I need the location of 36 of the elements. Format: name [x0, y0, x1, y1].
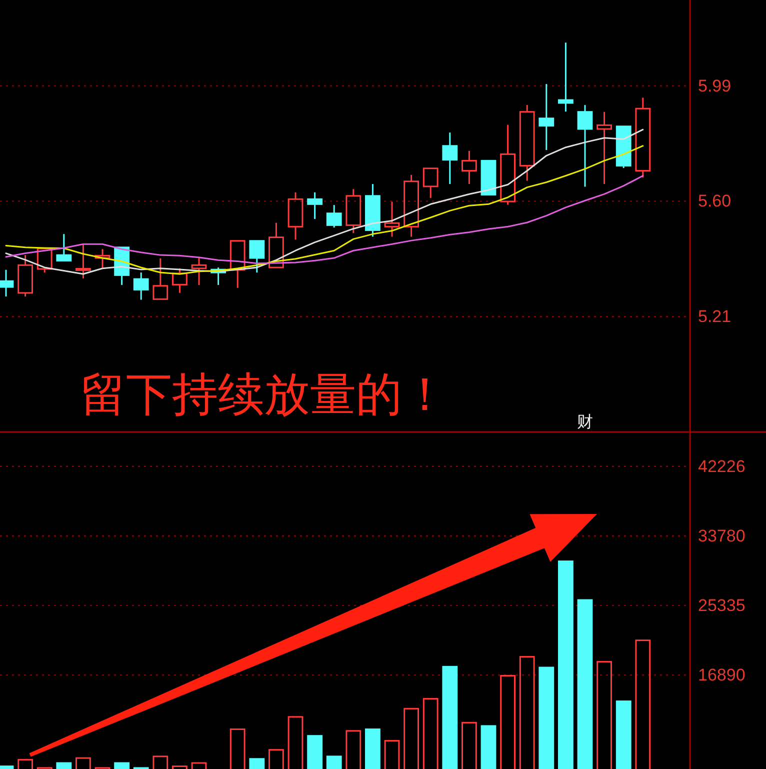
candlestick	[94, 248, 110, 268]
candlestick	[191, 256, 207, 286]
annotation: 财	[577, 412, 593, 431]
candlestick	[577, 104, 593, 188]
candlestick	[133, 272, 149, 300]
y-tick-label: 25335	[698, 596, 746, 615]
y-tick-label: 33780	[698, 526, 746, 546]
candlestick	[230, 240, 246, 289]
annotation: 留下持续放量的！	[80, 367, 448, 421]
candlestick	[249, 240, 265, 274]
candlestick	[442, 132, 458, 185]
candlestick	[18, 254, 33, 298]
candlestick	[307, 192, 322, 220]
candlestick	[462, 150, 477, 185]
candlestick	[596, 111, 612, 185]
candlestick	[538, 83, 554, 151]
candlestick	[404, 174, 419, 238]
y-tick-label: 16890	[698, 665, 746, 684]
y-tick-label: 5.21	[698, 307, 732, 326]
candlestick	[76, 244, 91, 280]
y-tick-label: 5.99	[698, 76, 732, 96]
candlestick	[500, 124, 516, 206]
candlestick	[326, 204, 342, 228]
candlestick	[422, 168, 438, 199]
y-tick-label: 5.60	[698, 192, 732, 211]
candlestick	[172, 268, 188, 294]
candlestick	[268, 222, 284, 268]
candlestick	[288, 192, 304, 240]
y-tick-label: 42226	[698, 456, 746, 476]
candlestick	[384, 201, 400, 238]
candlestick	[56, 233, 72, 262]
candlestick	[558, 42, 574, 112]
candlestick	[519, 104, 535, 182]
candlestick	[635, 96, 651, 178]
candlestick	[346, 188, 362, 234]
candlestick	[152, 258, 168, 300]
